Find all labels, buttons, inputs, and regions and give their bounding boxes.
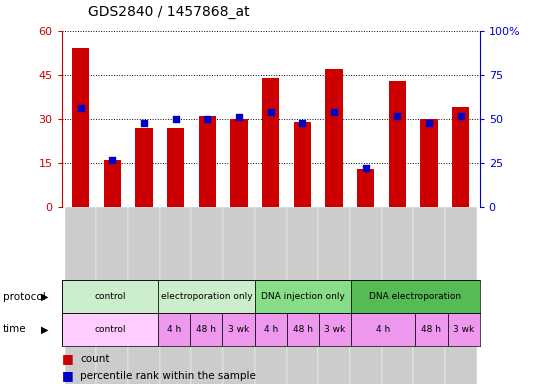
Point xyxy=(393,113,401,119)
Bar xyxy=(287,207,318,384)
Bar xyxy=(230,119,248,207)
Text: protocol: protocol xyxy=(3,291,46,302)
Point xyxy=(235,114,243,120)
Bar xyxy=(103,160,121,207)
Bar xyxy=(351,280,480,313)
Point xyxy=(108,157,117,163)
Bar xyxy=(255,280,351,313)
Bar xyxy=(452,107,470,207)
Text: DNA electroporation: DNA electroporation xyxy=(369,292,461,301)
Point xyxy=(266,109,275,115)
Text: 4 h: 4 h xyxy=(167,325,181,334)
Bar xyxy=(262,78,279,207)
Bar xyxy=(420,119,438,207)
Bar xyxy=(294,122,311,207)
Text: ▶: ▶ xyxy=(41,324,49,334)
Text: control: control xyxy=(94,292,125,301)
Bar xyxy=(191,207,223,384)
Bar xyxy=(319,313,351,346)
Text: electroporation only: electroporation only xyxy=(161,292,252,301)
Point xyxy=(361,166,370,172)
Bar xyxy=(350,207,382,384)
Bar xyxy=(135,128,153,207)
Text: ■: ■ xyxy=(62,353,73,366)
Text: 48 h: 48 h xyxy=(196,325,217,334)
Bar xyxy=(445,207,477,384)
Bar xyxy=(382,207,413,384)
Point xyxy=(330,109,338,115)
Text: 4 h: 4 h xyxy=(264,325,278,334)
Bar xyxy=(199,116,216,207)
Bar xyxy=(62,280,158,313)
Text: control: control xyxy=(94,325,125,334)
Bar xyxy=(413,207,445,384)
Bar xyxy=(357,169,375,207)
Point xyxy=(203,116,212,122)
Point xyxy=(172,116,180,122)
Bar xyxy=(62,313,158,346)
Bar xyxy=(158,280,255,313)
Text: 3 wk: 3 wk xyxy=(324,325,346,334)
Bar xyxy=(72,48,90,207)
Bar xyxy=(287,313,319,346)
Bar xyxy=(167,128,184,207)
Bar xyxy=(255,313,287,346)
Bar xyxy=(448,313,480,346)
Bar xyxy=(65,207,96,384)
Text: percentile rank within the sample: percentile rank within the sample xyxy=(80,371,256,381)
Bar xyxy=(96,207,128,384)
Point xyxy=(425,119,433,126)
Bar xyxy=(223,207,255,384)
Bar xyxy=(325,69,343,207)
Text: time: time xyxy=(3,324,26,334)
Text: count: count xyxy=(80,354,110,364)
Point xyxy=(76,105,85,111)
Bar xyxy=(415,313,448,346)
Bar xyxy=(128,207,160,384)
Bar xyxy=(351,313,415,346)
Bar xyxy=(255,207,287,384)
Text: 3 wk: 3 wk xyxy=(228,325,249,334)
Bar xyxy=(160,207,191,384)
Text: 48 h: 48 h xyxy=(421,325,442,334)
Text: DNA injection only: DNA injection only xyxy=(261,292,345,301)
Text: 3 wk: 3 wk xyxy=(453,325,474,334)
Point xyxy=(298,119,307,126)
Point xyxy=(140,119,148,126)
Bar xyxy=(190,313,222,346)
Text: 4 h: 4 h xyxy=(376,325,390,334)
Bar xyxy=(318,207,350,384)
Bar xyxy=(222,313,255,346)
Text: 48 h: 48 h xyxy=(293,325,313,334)
Point xyxy=(457,113,465,119)
Text: ▶: ▶ xyxy=(41,291,49,302)
Bar xyxy=(158,313,190,346)
Bar xyxy=(389,81,406,207)
Text: ■: ■ xyxy=(62,369,73,382)
Text: GDS2840 / 1457868_at: GDS2840 / 1457868_at xyxy=(88,5,250,19)
